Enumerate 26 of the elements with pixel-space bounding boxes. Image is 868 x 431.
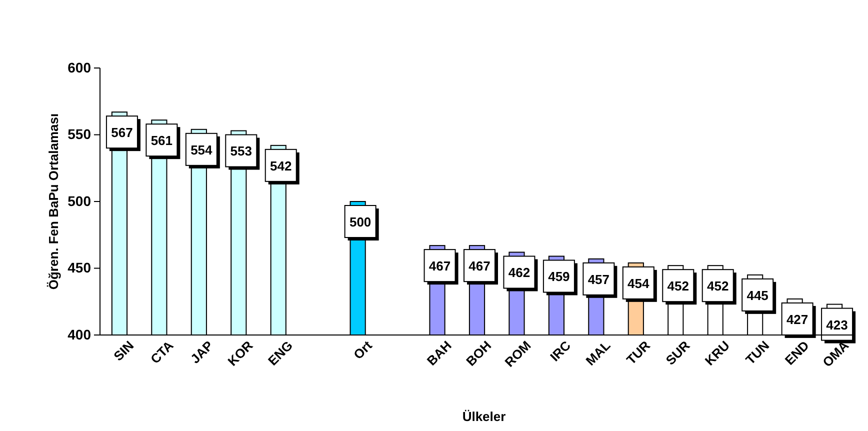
y-tick-label: 600 [68,59,92,76]
data-label: 462 [508,265,530,280]
data-label: 459 [548,269,570,284]
data-label: 467 [428,258,451,274]
data-label: 500 [349,214,372,230]
data-label: 554 [190,142,214,158]
x-tick-label: SIN [110,338,137,364]
x-tick-label: JAP [188,338,216,366]
y-tick-label: 450 [68,260,92,276]
data-label: 567 [111,125,133,140]
x-tick-label: IRC [547,337,574,364]
x-tick-label: MAL [582,338,614,368]
x-tick-label: CTA [147,337,177,367]
data-label: 553 [230,144,252,159]
x-tick-label: TUR [624,337,654,368]
y-tick-label: 400 [68,326,92,342]
y-axis-title: Öğren. Fen BaPu Ortalaması [46,113,61,290]
data-label: 457 [588,272,610,287]
x-tick-label: Ort [350,337,376,362]
data-label: 454 [628,276,650,291]
y-tick-label: 550 [68,126,92,142]
data-label: 467 [468,258,490,274]
data-label: 542 [270,158,292,174]
x-axis-title: Ülkeler [462,409,506,424]
data-label: 561 [150,133,173,148]
y-tick-label: 500 [68,192,92,209]
